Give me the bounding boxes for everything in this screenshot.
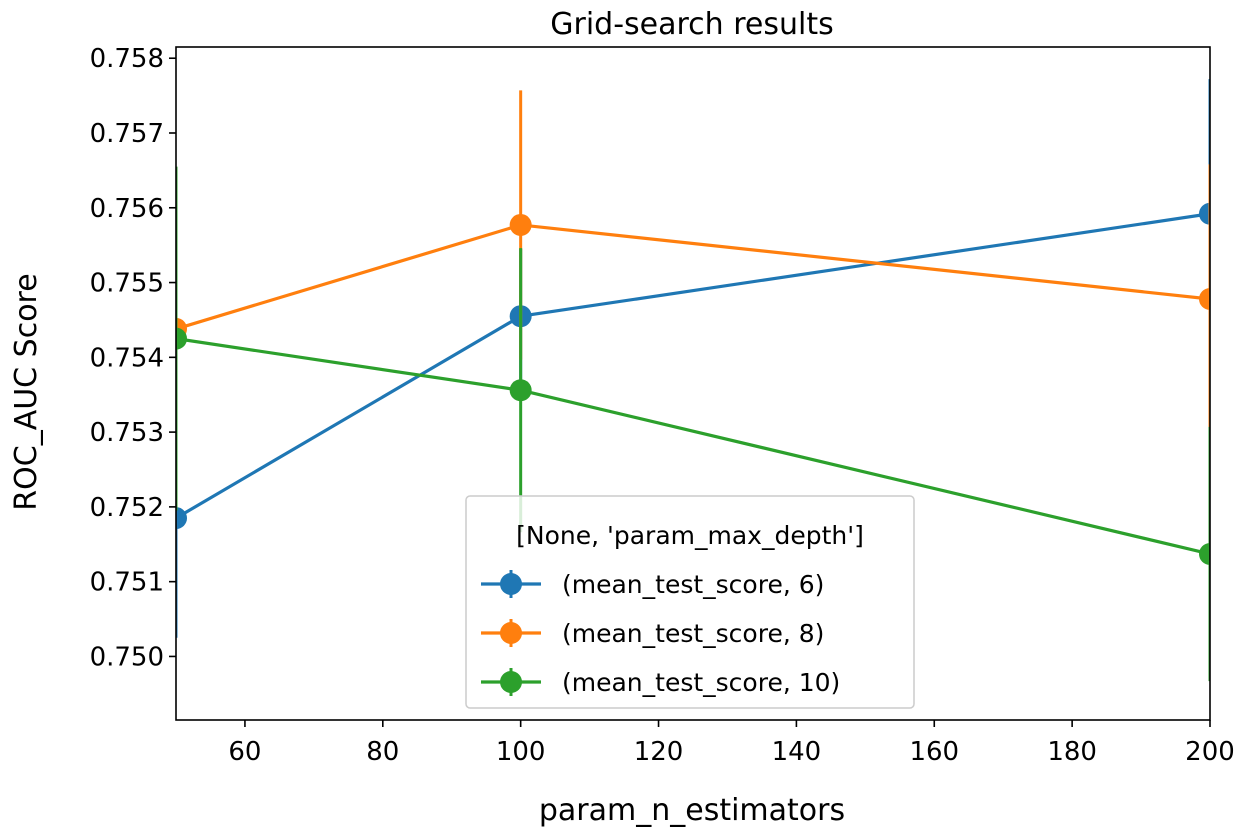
legend-marker xyxy=(500,671,522,693)
x-tick-label: 140 xyxy=(772,737,822,767)
legend-title: [None, 'param_max_depth'] xyxy=(516,521,864,550)
data-point xyxy=(176,507,187,530)
y-tick-label: 0.758 xyxy=(90,44,164,74)
legend-entry-2: (mean_test_score, 8) xyxy=(481,619,824,648)
data-point xyxy=(1199,202,1210,225)
chart-title: Grid-search results xyxy=(550,7,833,42)
series-layer xyxy=(176,79,1210,682)
y-tick-label: 0.756 xyxy=(90,194,164,224)
legend-entries: (mean_test_score, 6) (mean_test_score, 8)… xyxy=(481,570,840,697)
series-line xyxy=(176,223,1210,331)
y-axis-label: ROC_AUC Score xyxy=(9,273,44,510)
y-tick-label: 0.750 xyxy=(90,642,164,672)
y-tick-label: 0.751 xyxy=(90,568,164,598)
legend-label: (mean_test_score, 8) xyxy=(562,619,824,648)
x-tick-label: 200 xyxy=(1185,737,1235,767)
x-tick-label: 160 xyxy=(909,737,959,767)
data-point xyxy=(509,213,532,236)
axis-ticks: 60 80 100 120 140 160 180 200 0.750 0.751 0.752 0.7… xyxy=(90,44,1235,767)
x-tick-label: 80 xyxy=(366,737,399,767)
legend-label: (mean_test_score, 10) xyxy=(562,668,840,697)
legend-box xyxy=(465,495,915,709)
y-tick-label: 0.755 xyxy=(90,269,164,299)
legend-entry-1: (mean_test_score, 6) xyxy=(481,570,824,599)
x-tick-label: 120 xyxy=(634,737,684,767)
x-tick-label: 180 xyxy=(1047,737,1097,767)
x-axis-label: param_n_estimators xyxy=(539,793,845,828)
data-point xyxy=(1199,288,1210,310)
legend-marker xyxy=(500,622,522,644)
legend-entry-3: (mean_test_score, 10) xyxy=(481,668,840,697)
data-point xyxy=(1199,542,1210,565)
data-point xyxy=(509,379,532,402)
x-tick-label: 100 xyxy=(496,737,546,767)
series-2 xyxy=(176,90,1210,434)
data-point xyxy=(176,327,187,350)
x-tick-label: 60 xyxy=(228,737,261,767)
y-tick-label: 0.757 xyxy=(90,119,164,149)
series-line xyxy=(176,212,1210,520)
y-tick-label: 0.754 xyxy=(90,343,164,373)
plot-area: 60 80 100 120 140 160 180 200 0.750 0.751 0.752 0.7… xyxy=(90,44,1235,767)
legend-marker xyxy=(500,573,522,595)
legend-label: (mean_test_score, 6) xyxy=(562,570,824,599)
series-3 xyxy=(176,166,1210,682)
y-tick-label: 0.752 xyxy=(90,493,164,523)
y-tick-label: 0.753 xyxy=(90,418,164,448)
legend: [None, 'param_max_depth'] (mean_test_sco… xyxy=(465,495,915,709)
plot-frame xyxy=(175,46,1211,721)
